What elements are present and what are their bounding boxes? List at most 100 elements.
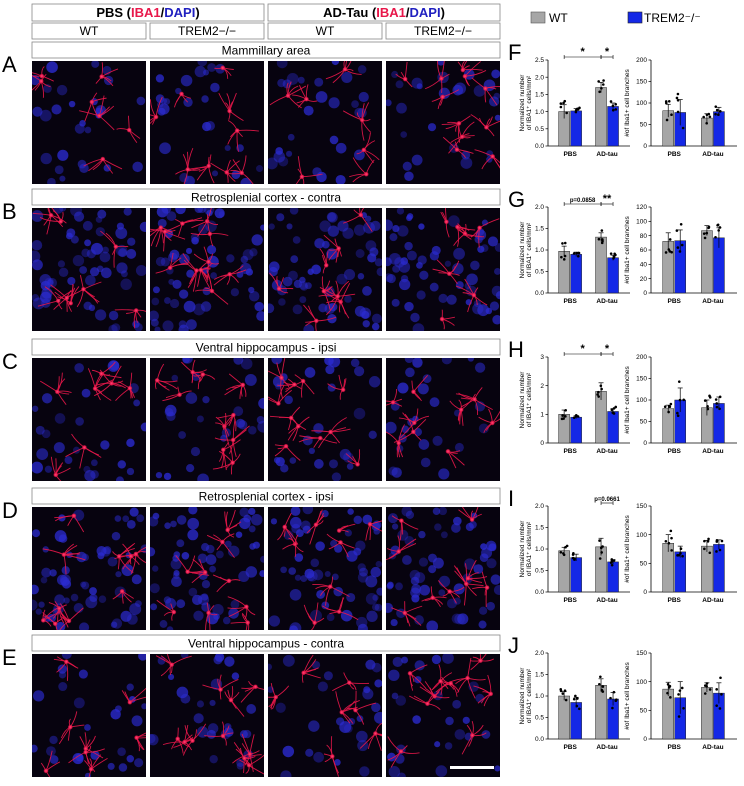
- significance-label: p=0.0661: [594, 497, 620, 503]
- x-tick-label: PBS: [563, 298, 577, 305]
- dapi-nucleus: [111, 323, 121, 331]
- dapi-nucleus: [324, 570, 331, 577]
- dapi-nucleus: [419, 584, 431, 596]
- dapi-nucleus: [126, 438, 135, 448]
- iba1-cell: [438, 75, 445, 82]
- y-tick-label: 50: [640, 122, 648, 129]
- dapi-nucleus: [289, 625, 299, 630]
- dapi-nucleus: [79, 266, 88, 274]
- data-point: [598, 539, 601, 542]
- iba1-cell: [340, 387, 346, 393]
- dapi-nucleus: [58, 534, 68, 543]
- bar-wt: [701, 687, 713, 740]
- data-point: [600, 241, 604, 245]
- iba1-cell: [482, 85, 489, 92]
- dapi-nucleus: [74, 363, 84, 373]
- iba1-cell: [301, 670, 307, 676]
- dapi-nucleus: [184, 175, 195, 184]
- dapi-nucleus: [310, 558, 320, 568]
- dapi-nucleus: [414, 615, 424, 625]
- dapi-nucleus: [432, 435, 443, 446]
- dapi-nucleus: [416, 290, 426, 300]
- iba1-cell: [439, 316, 445, 322]
- dapi-nucleus: [337, 220, 349, 232]
- dapi-nucleus: [481, 547, 493, 559]
- data-point: [677, 715, 681, 718]
- iba1-cell: [424, 701, 431, 707]
- dapi-nucleus: [371, 313, 382, 324]
- iba1-cell: [372, 730, 379, 737]
- dapi-nucleus: [54, 594, 65, 606]
- dapi-nucleus: [396, 102, 407, 114]
- dapi-nucleus: [303, 324, 315, 331]
- legend-swatch-wt: [530, 11, 546, 24]
- dapi-nucleus: [460, 157, 473, 169]
- dapi-nucleus: [428, 565, 437, 574]
- dapi-nucleus: [365, 659, 376, 670]
- iba1-cell: [407, 670, 413, 676]
- dapi-nucleus: [82, 220, 93, 231]
- region-label-box: [31, 188, 501, 206]
- dapi-nucleus: [32, 293, 40, 302]
- dapi-nucleus: [103, 164, 111, 172]
- dapi-nucleus: [168, 673, 175, 681]
- data-point: [667, 541, 671, 545]
- dapi-nucleus: [193, 610, 204, 621]
- iba1-cell: [303, 96, 310, 102]
- dapi-nucleus: [397, 772, 406, 777]
- dapi-nucleus: [91, 61, 100, 68]
- dapi-nucleus: [35, 608, 42, 615]
- dapi-nucleus: [194, 65, 206, 78]
- iba1-cell: [81, 444, 88, 451]
- data-point: [707, 112, 711, 116]
- data-point: [597, 395, 600, 398]
- data-point: [611, 104, 615, 108]
- data-point: [680, 686, 684, 690]
- dapi-nucleus: [324, 358, 334, 366]
- dapi-nucleus: [353, 224, 366, 236]
- y-tick-label: 2.0: [535, 503, 544, 510]
- dapi-nucleus: [118, 763, 128, 772]
- dapi-nucleus: [315, 91, 328, 103]
- row-letter: B: [2, 199, 17, 224]
- dapi-nucleus: [404, 358, 414, 363]
- iba1-cell: [39, 73, 45, 79]
- data-point: [718, 407, 721, 411]
- dapi-nucleus: [454, 613, 465, 625]
- dapi-nucleus: [123, 208, 132, 216]
- dapi-nucleus: [166, 626, 174, 630]
- significance-label: p=0.0858: [570, 198, 596, 204]
- iba1-cell: [220, 65, 226, 71]
- data-point: [668, 684, 672, 688]
- dapi-nucleus: [160, 257, 170, 267]
- dapi-nucleus: [412, 715, 421, 724]
- dapi-nucleus: [58, 267, 69, 278]
- dapi-nucleus: [287, 133, 295, 141]
- dapi-nucleus: [240, 255, 249, 264]
- iba1-cell: [410, 389, 417, 395]
- data-point: [720, 539, 724, 543]
- dapi-nucleus: [75, 753, 84, 762]
- bar-trem2: [607, 411, 619, 444]
- dapi-nucleus: [85, 275, 96, 286]
- iba1-cell: [239, 170, 245, 176]
- dapi-nucleus: [32, 584, 39, 595]
- dapi-nucleus: [275, 702, 286, 713]
- iba1-cell: [410, 429, 416, 435]
- row-letter: D: [2, 498, 18, 523]
- iba1-cell: [226, 578, 232, 584]
- data-point: [612, 412, 616, 415]
- dapi-nucleus: [210, 82, 220, 93]
- dapi-nucleus: [461, 150, 471, 160]
- dapi-nucleus: [166, 411, 176, 422]
- dapi-nucleus: [107, 762, 115, 770]
- dapi-nucleus: [323, 671, 333, 681]
- dapi-nucleus: [435, 765, 448, 777]
- dapi-nucleus: [386, 257, 392, 267]
- dapi-nucleus: [440, 531, 448, 539]
- dapi-nucleus: [429, 251, 440, 261]
- data-point: [715, 108, 719, 112]
- dapi-nucleus: [302, 435, 313, 446]
- dapi-nucleus: [404, 536, 415, 546]
